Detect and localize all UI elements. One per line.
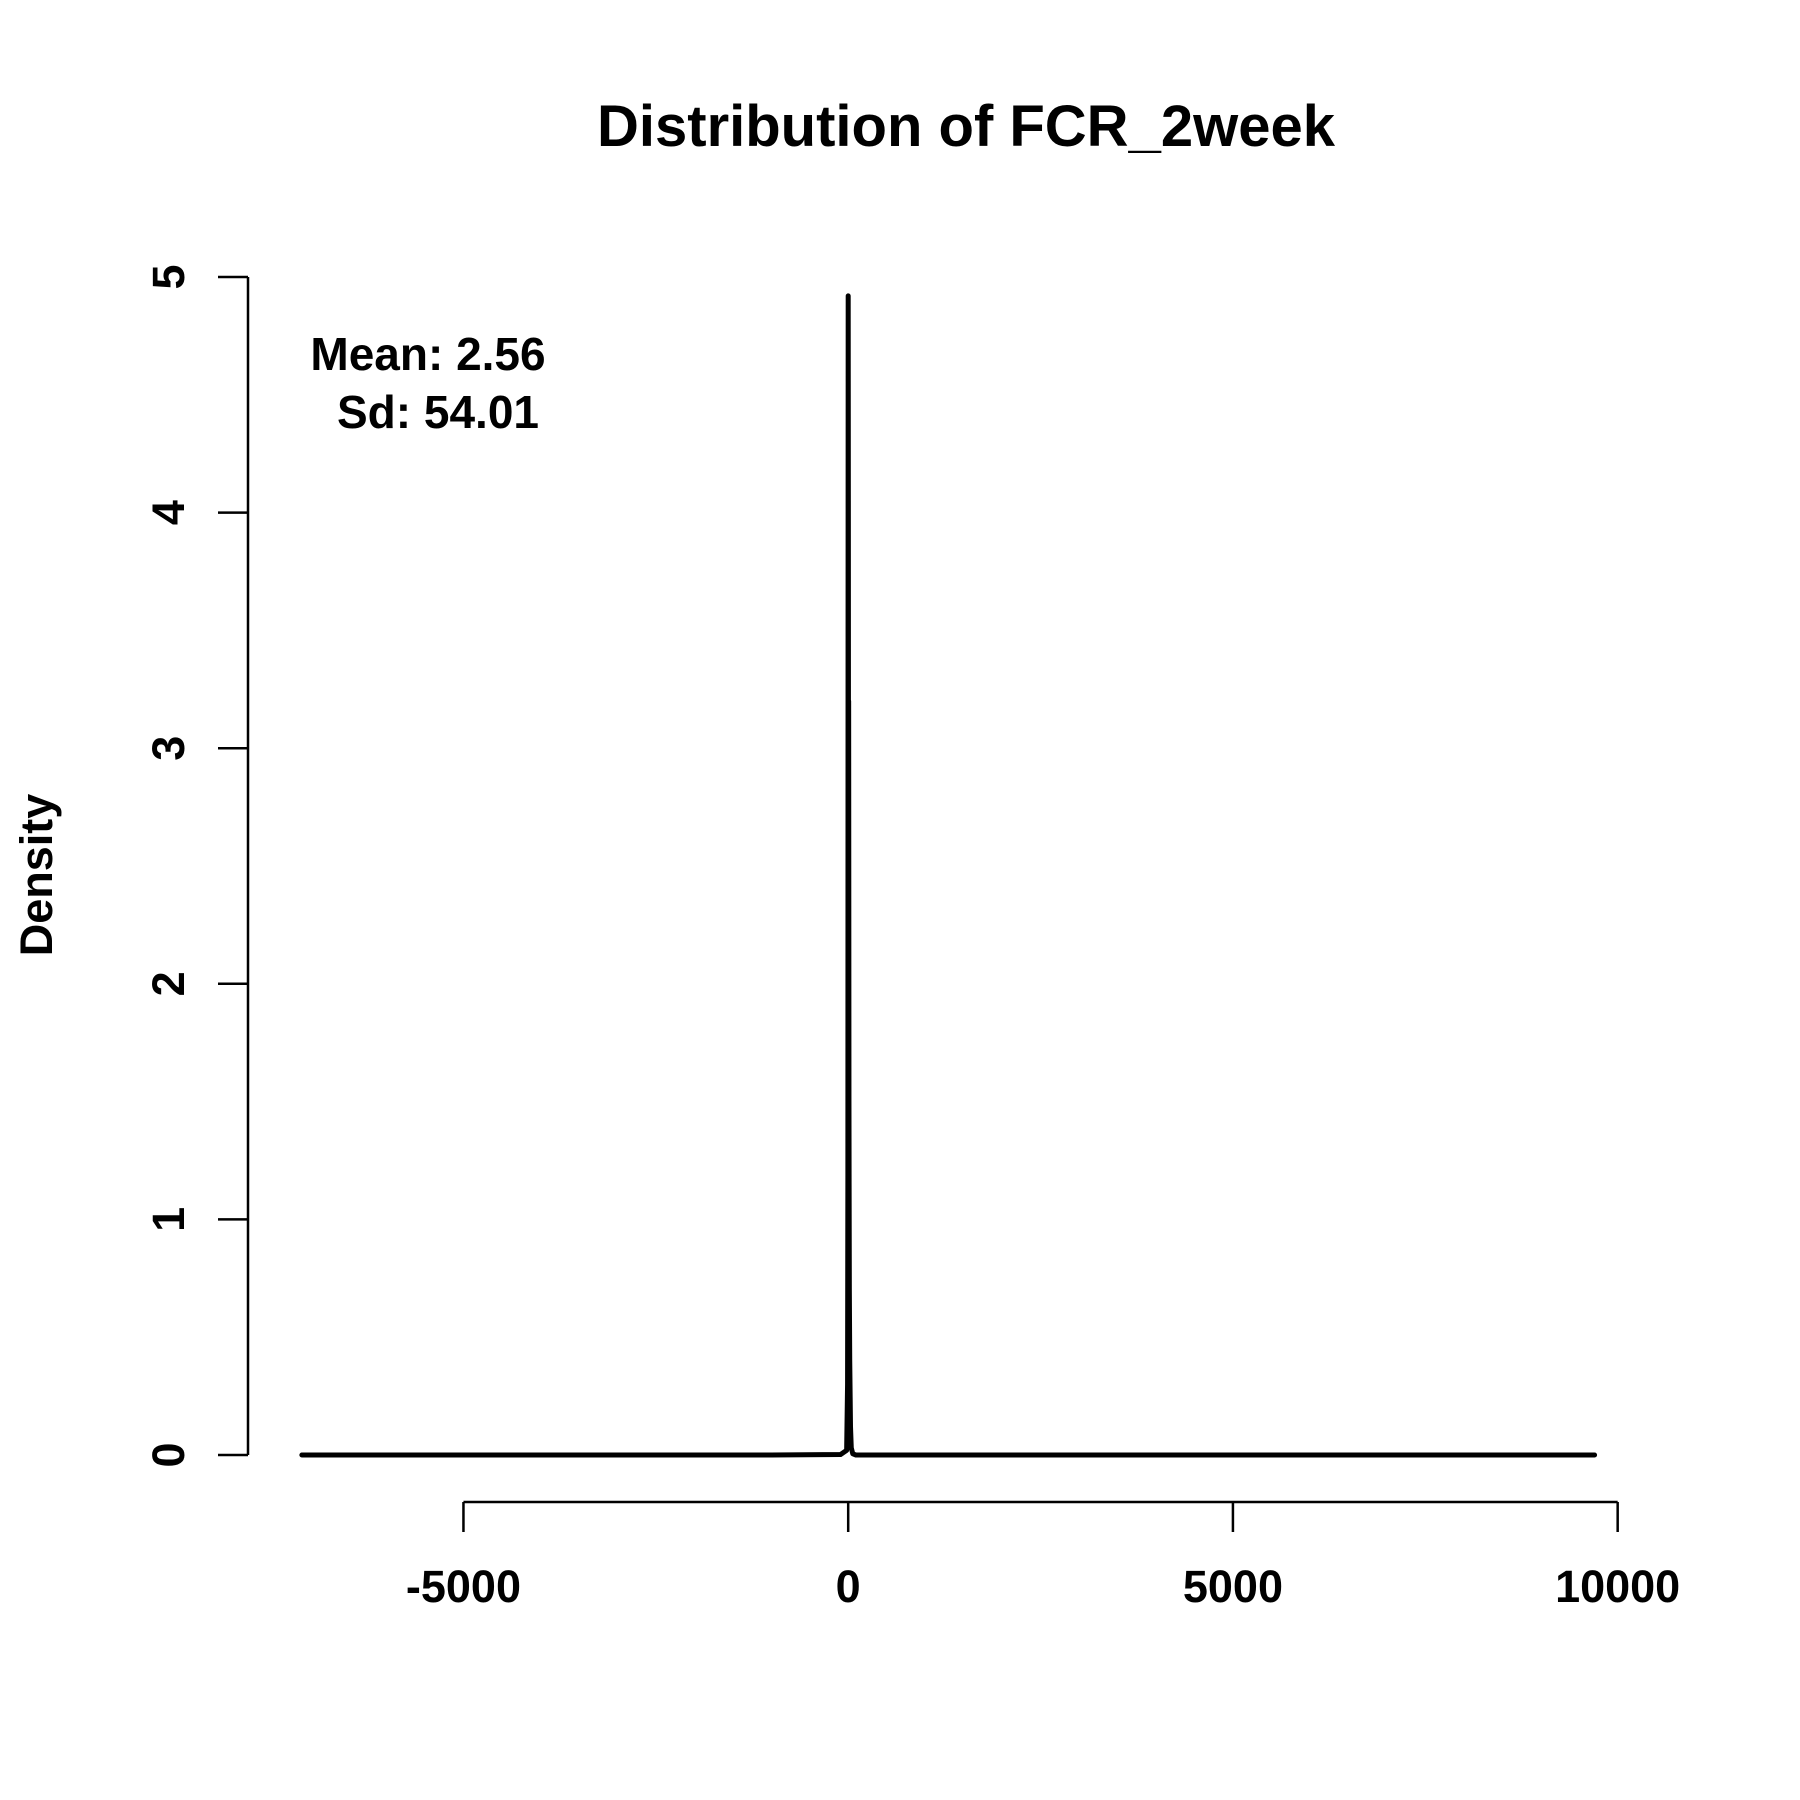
y-tick-label: 1 (143, 1207, 194, 1232)
sd-annotation: Sd: 54.01 (337, 386, 539, 438)
y-tick-label: 0 (143, 1442, 194, 1467)
x-tick-label: 10000 (1555, 1561, 1680, 1612)
series-layer (299, 293, 1598, 1458)
y-axis-label: Density (11, 794, 62, 957)
y-tick-label: 3 (143, 736, 194, 761)
y-axis: 0 1 2 3 4 5 (143, 264, 250, 1468)
mean-annotation: Mean: 2.56 (310, 328, 545, 380)
density-curve (299, 293, 1598, 1458)
chart-title: Distribution of FCR_2week (597, 94, 1336, 159)
x-tick-label: -5000 (406, 1561, 521, 1612)
y-tick-label: 5 (143, 264, 194, 289)
x-axis: -5000 0 5000 10000 (406, 1500, 1680, 1612)
y-tick-label: 2 (143, 971, 194, 996)
x-tick-label: 0 (836, 1561, 861, 1612)
x-tick-label: 5000 (1183, 1561, 1283, 1612)
y-tick-label: 4 (143, 500, 194, 525)
